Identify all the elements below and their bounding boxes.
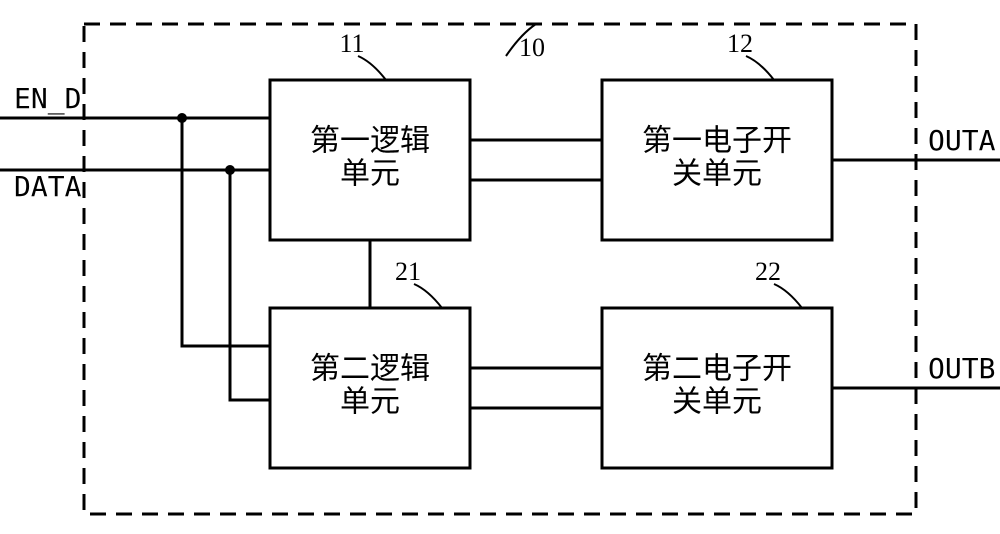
block-22-second-switch-unit-label-line2: 关单元 (672, 385, 762, 418)
label-outa: OUTA (928, 124, 996, 157)
block-11-first-logic-unit-label-line1: 第一逻辑 (310, 124, 430, 157)
block-21-second-logic-unit-label-line2: 单元 (340, 385, 400, 418)
wire-en-d-branch (182, 118, 270, 346)
ref-11: 11 (339, 29, 364, 58)
block-22-second-switch-unit-label-line1: 第二电子开 (642, 352, 792, 385)
ref-10: 10 (519, 33, 545, 62)
ref-22: 22 (755, 257, 781, 286)
ref-12: 12 (727, 29, 753, 58)
leader-21 (414, 284, 442, 308)
label-outb: OUTB (928, 352, 995, 385)
ref-21: 21 (395, 257, 421, 286)
label-data: DATA (14, 170, 82, 203)
block-12-first-switch-unit-label-line1: 第一电子开 (642, 124, 792, 157)
label-en-d: EN_D (14, 82, 81, 116)
leader-12 (746, 56, 774, 80)
block-11-first-logic-unit-label-line2: 单元 (340, 157, 400, 190)
wire-data-branch (230, 170, 270, 400)
block-12-first-switch-unit-label-line2: 关单元 (672, 157, 762, 190)
leader-22 (774, 284, 802, 308)
block-21-second-logic-unit-label-line1: 第二逻辑 (310, 352, 430, 385)
leader-11 (358, 56, 386, 80)
